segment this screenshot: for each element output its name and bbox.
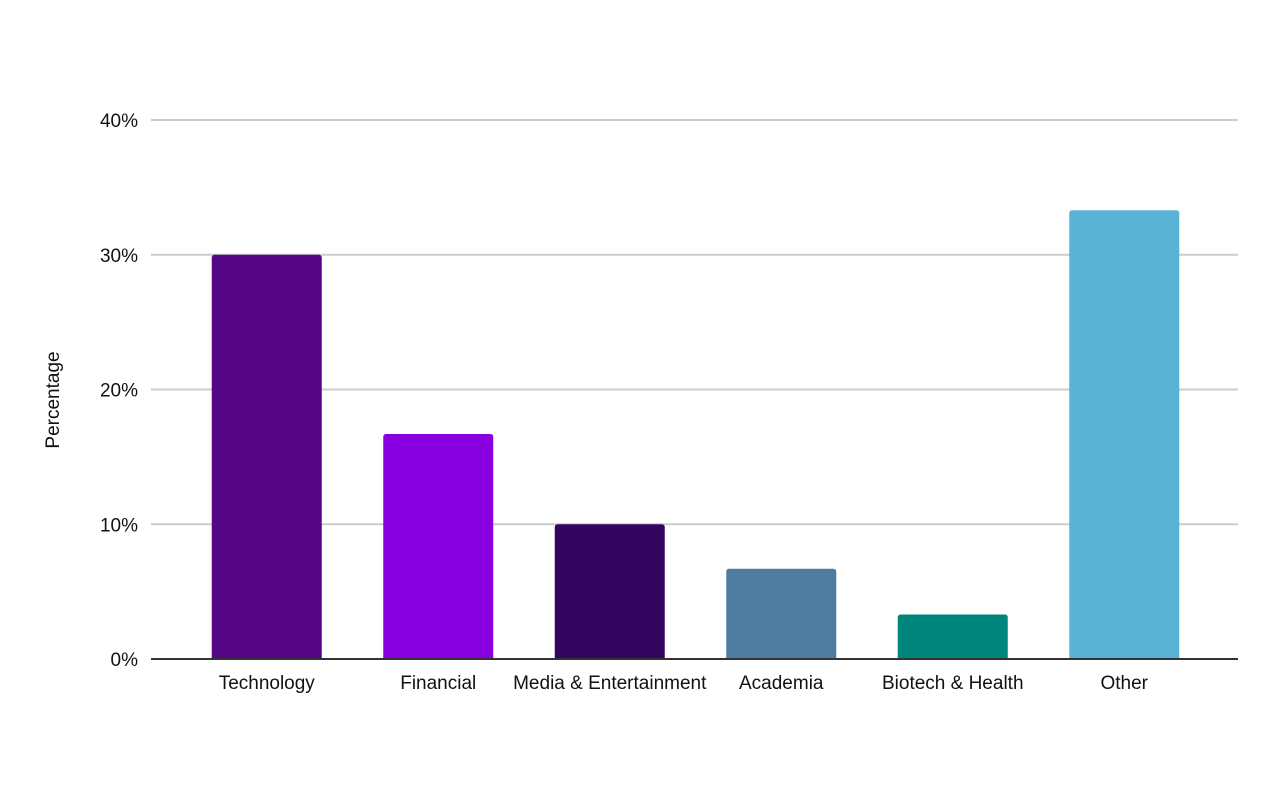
gridlines xyxy=(151,119,1238,526)
bar xyxy=(211,254,322,659)
y-tick-label: 20% xyxy=(100,381,138,402)
bar xyxy=(897,614,1008,659)
bar xyxy=(383,433,494,659)
y-tick-label: 0% xyxy=(111,650,139,671)
x-tick-label: Biotech & Health xyxy=(882,673,1024,694)
bar xyxy=(1069,210,1180,659)
x-tick-label: Technology xyxy=(219,673,316,694)
y-axis-title: Percentage xyxy=(43,351,64,448)
bars xyxy=(211,210,1180,659)
x-tick-label: Media & Entertainment xyxy=(513,673,707,694)
y-tick-label: 10% xyxy=(100,515,138,536)
y-axis-tick-labels: 0% 10% 20% 30% 40% xyxy=(100,111,138,671)
bar xyxy=(726,568,837,659)
x-tick-label: Financial xyxy=(400,673,476,694)
x-tick-label: Academia xyxy=(739,673,824,694)
y-tick-label: 40% xyxy=(100,111,138,132)
x-axis-tick-labels: Technology Financial Media & Entertainment… xyxy=(219,673,1149,694)
y-tick-label: 30% xyxy=(100,246,138,267)
x-tick-label: Other xyxy=(1100,673,1148,694)
bar xyxy=(554,524,665,659)
